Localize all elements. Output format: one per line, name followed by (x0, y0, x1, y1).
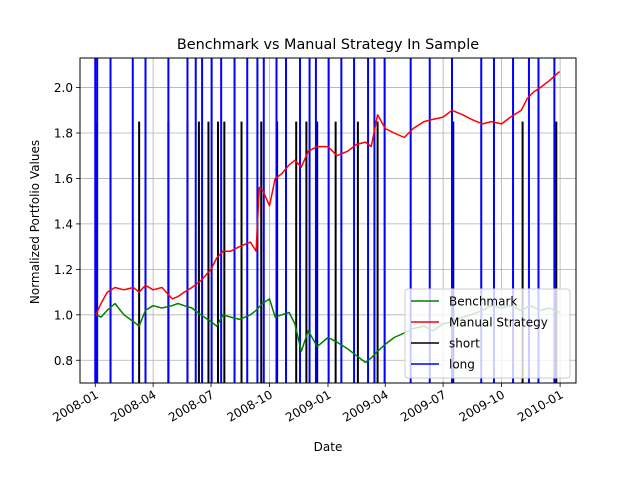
legend-label: Manual Strategy (449, 316, 548, 330)
y-tick-label: 2.0 (54, 81, 73, 95)
legend: Benchmark Manual Strategy short long (404, 288, 571, 379)
y-tick-label: 1.8 (54, 127, 73, 141)
y-tick-label: 1.0 (54, 308, 73, 322)
legend-label: short (449, 337, 480, 351)
chart-title: Benchmark vs Manual Strategy In Sample (177, 37, 479, 53)
legend-label: Benchmark (449, 295, 517, 309)
legend-box (404, 288, 571, 379)
y-tick-label: 1.6 (54, 172, 73, 186)
manual-strategy-series-line (95, 71, 560, 316)
y-tick-label: 0.8 (54, 354, 73, 368)
legend-label: long (449, 358, 475, 372)
y-axis-label: Normalized Portfolio Values (28, 140, 42, 304)
y-tick-label: 1.4 (54, 217, 73, 231)
y-tick-label: 1.2 (54, 263, 73, 277)
x-axis-label: Date (314, 440, 343, 454)
